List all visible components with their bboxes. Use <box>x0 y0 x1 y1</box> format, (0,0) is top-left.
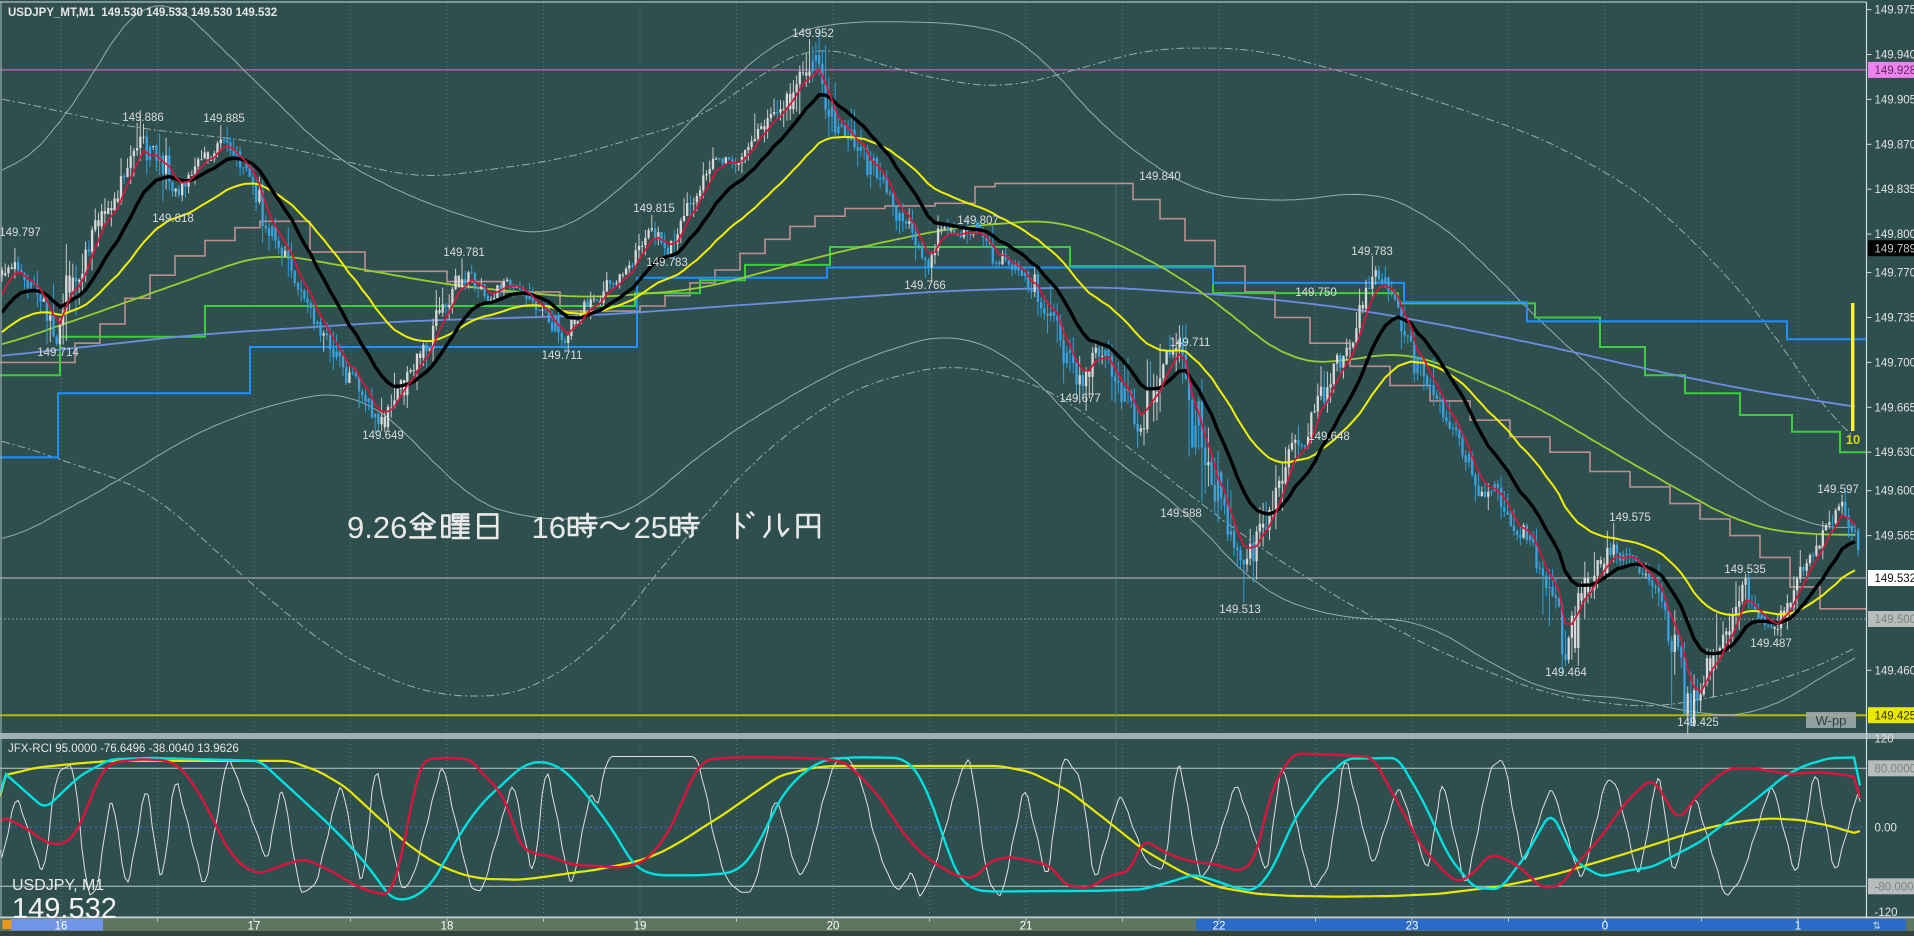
svg-text:149.600: 149.600 <box>1875 486 1914 498</box>
svg-text:149.750: 149.750 <box>1295 287 1337 299</box>
svg-text:149.807: 149.807 <box>957 215 999 227</box>
svg-text:149.781: 149.781 <box>443 247 485 259</box>
svg-text:80.0000: 80.0000 <box>1875 763 1914 775</box>
svg-text:149.700: 149.700 <box>1875 357 1914 369</box>
svg-text:-80.0000: -80.0000 <box>1875 881 1914 893</box>
svg-text:149.630: 149.630 <box>1875 447 1914 459</box>
svg-text:149.513: 149.513 <box>1219 604 1261 616</box>
svg-text:-120: -120 <box>1875 907 1898 919</box>
svg-text:149.797: 149.797 <box>0 227 41 239</box>
svg-text:149.714: 149.714 <box>37 347 79 359</box>
svg-text:17: 17 <box>248 921 261 933</box>
svg-text:1: 1 <box>1795 921 1801 933</box>
svg-text:149.818: 149.818 <box>152 213 194 225</box>
svg-text:149.815: 149.815 <box>633 203 675 215</box>
svg-text:149.597: 149.597 <box>1817 484 1859 496</box>
svg-text:149.665: 149.665 <box>1875 402 1914 414</box>
svg-text:149.870: 149.870 <box>1875 139 1914 151</box>
svg-text:149.886: 149.886 <box>122 112 164 124</box>
svg-text:149.711: 149.711 <box>1170 337 1211 349</box>
svg-text:W-pp: W-pp <box>1816 713 1847 728</box>
svg-text:16: 16 <box>55 921 68 933</box>
svg-text:20: 20 <box>827 921 840 933</box>
svg-text:149.487: 149.487 <box>1750 638 1792 650</box>
svg-text:9.26: 9.26 <box>347 510 407 545</box>
svg-text:149.648: 149.648 <box>1308 431 1350 443</box>
svg-text:149.975: 149.975 <box>1875 5 1914 17</box>
svg-text:0.00: 0.00 <box>1875 822 1897 834</box>
svg-text:149.565: 149.565 <box>1875 531 1914 543</box>
svg-text:149.840: 149.840 <box>1139 171 1181 183</box>
svg-text:149.783: 149.783 <box>646 257 688 269</box>
svg-text:25: 25 <box>634 510 668 545</box>
svg-text:149.770: 149.770 <box>1875 268 1914 280</box>
svg-text:149.425: 149.425 <box>1677 717 1719 729</box>
svg-text:149.735: 149.735 <box>1875 313 1914 325</box>
svg-text:10: 10 <box>1846 432 1860 447</box>
svg-text:16: 16 <box>532 510 566 545</box>
svg-text:149.835: 149.835 <box>1875 184 1914 196</box>
svg-text:149.588: 149.588 <box>1160 508 1202 520</box>
svg-text:149.940: 149.940 <box>1875 50 1914 62</box>
svg-text:19: 19 <box>634 921 647 933</box>
svg-text:18: 18 <box>441 921 454 933</box>
svg-text:149.464: 149.464 <box>1545 667 1587 679</box>
svg-text:149.783: 149.783 <box>1351 246 1393 258</box>
svg-text:149.425: 149.425 <box>1875 710 1914 722</box>
svg-text:149.649: 149.649 <box>362 430 404 442</box>
svg-text:USDJPY_MT,M1 149.530 149.533: USDJPY_MT,M1 149.530 149.533 149.530 149… <box>8 7 277 19</box>
svg-text:149.460: 149.460 <box>1875 665 1914 677</box>
svg-text:149.711: 149.711 <box>542 350 583 362</box>
svg-text:149.800: 149.800 <box>1875 229 1914 241</box>
svg-text:21: 21 <box>1020 921 1033 933</box>
svg-text:149.575: 149.575 <box>1609 512 1651 524</box>
svg-text:120: 120 <box>1875 734 1894 746</box>
svg-text:⇅: ⇅ <box>1873 921 1881 932</box>
svg-text:149.905: 149.905 <box>1875 94 1914 106</box>
svg-text:149.532: 149.532 <box>1875 573 1914 585</box>
svg-text:149.928: 149.928 <box>1875 65 1914 77</box>
svg-text:22: 22 <box>1213 921 1226 933</box>
svg-text:149.535: 149.535 <box>1724 564 1766 576</box>
svg-text:USDJPY, M1: USDJPY, M1 <box>12 877 104 894</box>
svg-text:149.885: 149.885 <box>203 113 245 125</box>
svg-text:149.952: 149.952 <box>792 28 834 40</box>
svg-text:23: 23 <box>1406 921 1419 933</box>
svg-text:149.789: 149.789 <box>1875 243 1914 255</box>
svg-text:149.766: 149.766 <box>904 280 946 292</box>
svg-text:0: 0 <box>1602 921 1608 933</box>
svg-text:JFX-RCI 95.0000 -76.6496 -38.0: JFX-RCI 95.0000 -76.6496 -38.0040 13.962… <box>8 743 239 755</box>
svg-text:149.677: 149.677 <box>1059 393 1101 405</box>
svg-text:149.500: 149.500 <box>1875 614 1914 626</box>
